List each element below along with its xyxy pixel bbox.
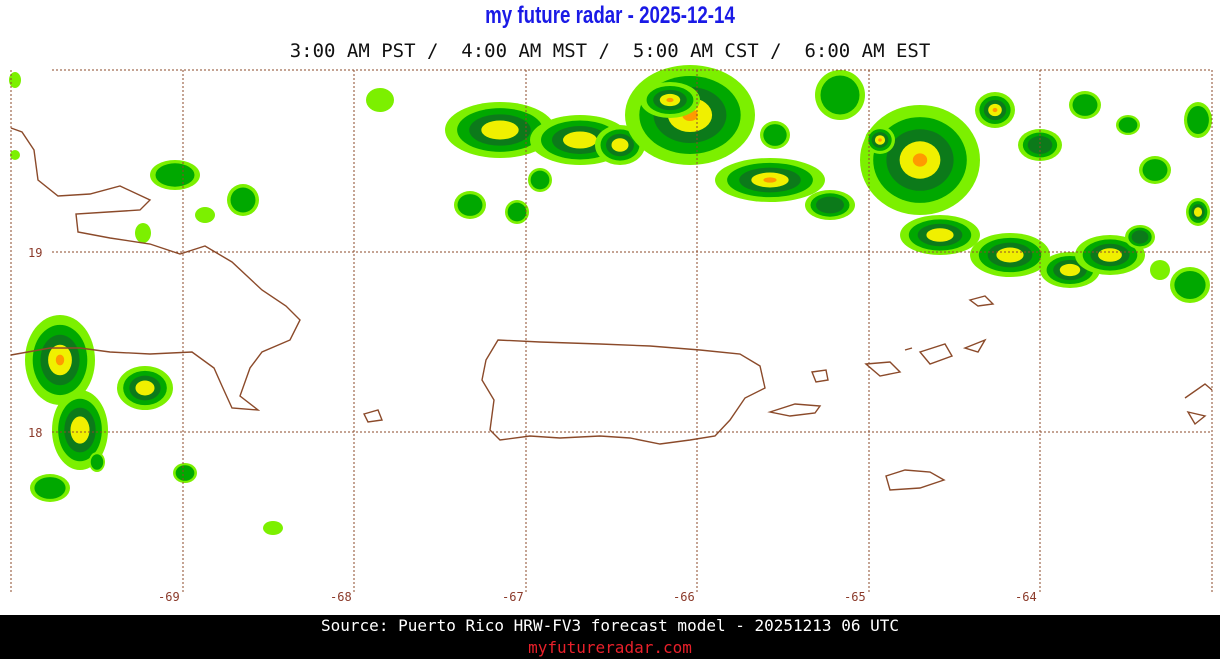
- radar-cell: [507, 202, 527, 222]
- coastlines: [10, 127, 1213, 491]
- radar-map: 19 18 -69 -68 -67 -66 -65 -64: [9, 65, 1213, 604]
- radar-cell: [1150, 260, 1170, 280]
- radar-cell: [878, 138, 882, 142]
- radar-cell: [763, 177, 777, 183]
- radar-cell: [1142, 159, 1168, 181]
- radar-cell: [1131, 230, 1149, 244]
- lat-label: 18: [28, 426, 42, 440]
- lon-label: -64: [1015, 590, 1037, 604]
- site-link[interactable]: myfutureradar.com: [528, 638, 692, 657]
- virgin-islands: [864, 295, 995, 377]
- lon-label: -67: [502, 590, 524, 604]
- radar-cell: [135, 380, 155, 396]
- title: my future radar - 2025-12-14: [485, 2, 735, 29]
- radar-cell: [820, 75, 860, 115]
- radar-cell: [34, 477, 66, 499]
- radar-cell: [366, 88, 394, 112]
- puerto-rico-coast: [481, 339, 766, 445]
- radar-cell: [563, 131, 597, 149]
- radar-cell: [926, 228, 954, 242]
- radar-cell: [175, 465, 195, 481]
- vieques: [767, 403, 822, 417]
- radar-cell: [1193, 207, 1203, 217]
- radar-cell: [816, 196, 844, 214]
- radar-cell: [1187, 105, 1209, 135]
- radar-cell: [1027, 136, 1053, 154]
- radar-cell: [481, 120, 519, 140]
- radar-cell: [763, 124, 787, 146]
- source-text: Source: Puerto Rico HRW-FV3 forecast mod…: [321, 616, 899, 635]
- radar-cell: [611, 138, 629, 152]
- east-islands: [1184, 383, 1213, 426]
- footer: Source: Puerto Rico HRW-FV3 forecast mod…: [0, 615, 1220, 659]
- lon-label: -68: [330, 590, 352, 604]
- radar-cell: [1098, 248, 1122, 262]
- time-line: 3:00 AM PST / 4:00 AM MST / 5:00 AM CST …: [289, 40, 931, 62]
- radar-cell: [1072, 94, 1098, 116]
- lon-label: -69: [158, 590, 180, 604]
- radar-cell: [195, 207, 215, 223]
- radar-cell: [135, 223, 151, 243]
- graticule: [10, 69, 1213, 592]
- radar-echoes: [9, 65, 1212, 535]
- radar-cell: [912, 153, 928, 167]
- radar-cell: [992, 107, 998, 113]
- radar-cell: [55, 354, 65, 366]
- radar-cell: [10, 150, 20, 160]
- radar-cell: [1174, 270, 1206, 300]
- radar-cell: [155, 163, 195, 187]
- hispaniola-coast: [10, 127, 301, 411]
- radar-cell: [70, 416, 90, 444]
- radar-cell: [996, 247, 1024, 263]
- radar-cell: [263, 521, 283, 535]
- lon-label: -66: [673, 590, 695, 604]
- lat-label: 19: [28, 246, 42, 260]
- st-croix: [885, 469, 946, 491]
- radar-cell: [666, 97, 674, 103]
- radar-cell: [90, 454, 104, 470]
- radar-cell: [530, 170, 550, 190]
- radar-cell: [457, 194, 483, 216]
- mona-island: [362, 409, 383, 423]
- radar-cell: [230, 187, 256, 213]
- radar-cell: [1059, 263, 1081, 277]
- radar-cell: [9, 72, 21, 88]
- lon-label: -65: [844, 590, 866, 604]
- culebra: [811, 369, 829, 383]
- radar-cell: [1118, 117, 1138, 133]
